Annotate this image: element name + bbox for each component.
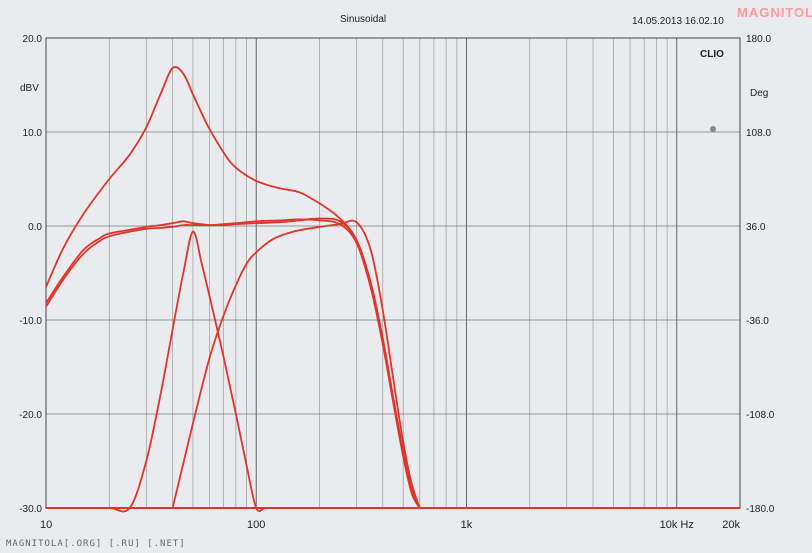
- y-tick-label-right: 108.0: [746, 128, 771, 139]
- y-tick-label-left: -10.0: [19, 316, 42, 327]
- x-tick-label: 1k: [461, 519, 473, 531]
- x-tick-label: 10: [40, 519, 52, 531]
- chart-title: Sinusoidal: [340, 14, 387, 25]
- watermark: MAGNITOLA[.ORG] [.RU] [.NET]: [6, 539, 186, 549]
- y-tick-label-left: 10.0: [23, 128, 43, 139]
- y-axis-unit-right: Deg: [750, 88, 768, 99]
- y-tick-label-right: 36.0: [746, 222, 766, 233]
- measurement-datetime: 14.05.2013 16.02.10: [632, 16, 724, 27]
- series-line: [45, 218, 421, 509]
- y-tick-label-right: -108.0: [746, 410, 775, 421]
- y-tick-label-left: -30.0: [19, 504, 42, 515]
- brand-label: CLIO: [700, 49, 724, 60]
- y-axis-unit-left: dBV: [20, 83, 39, 94]
- data-series: [45, 65, 740, 513]
- y-tick-label-left: -20.0: [19, 410, 42, 421]
- marker-dot: [710, 126, 716, 132]
- x-tick-label: 100: [247, 519, 265, 531]
- y-tick-label-right: -180.0: [746, 504, 775, 515]
- series-line: [171, 219, 421, 509]
- y-tick-label-right: -36.0: [746, 316, 769, 327]
- x-tick-label: 10k Hz: [660, 519, 694, 531]
- x-tick-label: 20k: [722, 519, 740, 531]
- y-tick-label-right: 180.0: [746, 34, 771, 45]
- series-line: [45, 65, 421, 509]
- axis-ticks: 20.0 10.0 0.0 -10.0 -20.0 -30.0 180.0 108.0 36.0…: [19, 34, 775, 531]
- y-tick-label-left: 0.0: [28, 222, 42, 233]
- y-tick-label-left: 20.0: [23, 34, 43, 45]
- logo: MAGNITOLA: [737, 5, 812, 20]
